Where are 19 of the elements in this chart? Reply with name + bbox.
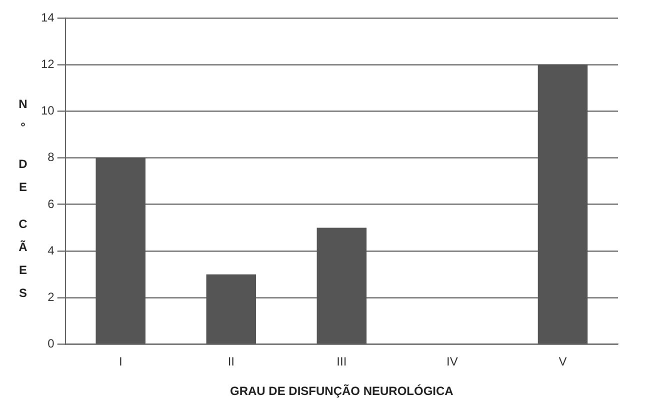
text: N° DE CÃES [18,97,28,300]
x-tick-label: II [228,354,234,369]
bar [316,228,367,344]
bar [206,274,256,344]
y-tick-label: 6 [48,196,55,211]
bar [96,158,146,344]
x-axis-title: GRAU DE DISFUNÇÃO NEUROLÓGICA [230,384,454,398]
x-tick-label: V [558,354,567,369]
x-tick-label: I [118,354,122,369]
x-tick-label: IV [446,354,458,369]
y-tick-label: 2 [48,290,55,304]
y-tick-label: 0 [48,336,55,351]
x-tick-label: III [336,354,347,369]
y-tick-label: 10 [40,104,55,118]
y-tick-label: 12 [40,57,55,72]
y-tick-label: 14 [40,10,55,25]
y-tick-label: 4 [48,243,55,258]
bar [538,64,588,344]
y-tick-label: 8 [48,150,55,164]
